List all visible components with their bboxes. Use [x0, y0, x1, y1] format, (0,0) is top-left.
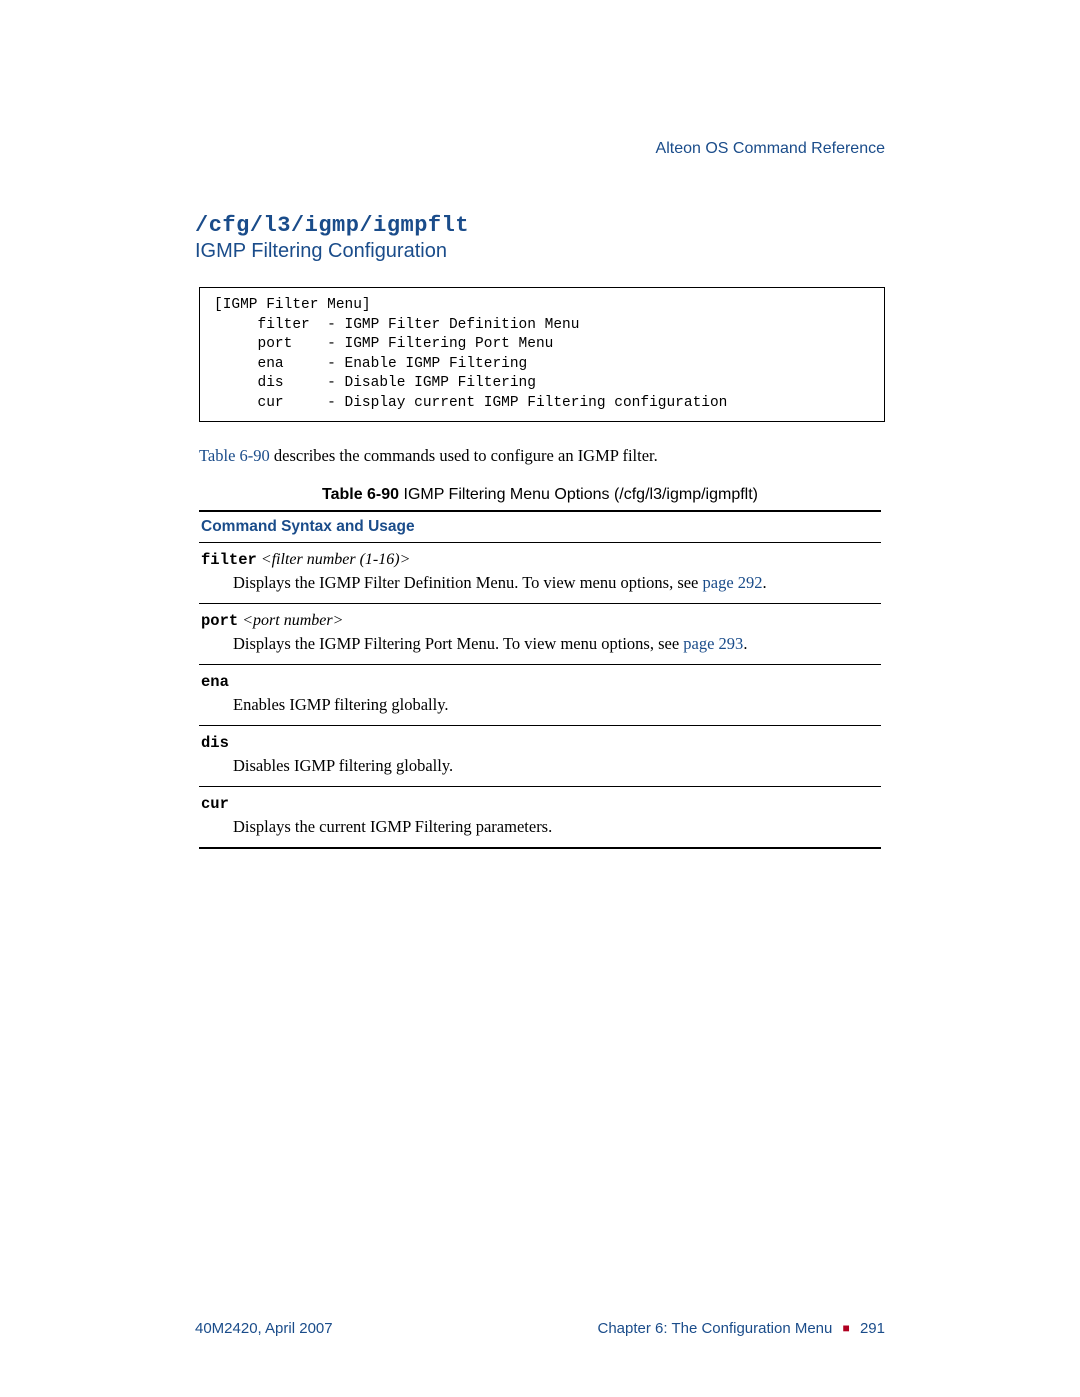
desc-post: .: [763, 573, 767, 592]
table-caption: Table 6-90 IGMP Filtering Menu Options (…: [195, 486, 885, 504]
cmd-syntax: port: [201, 612, 238, 630]
command-path-heading: /cfg/l3/igmp/igmpflt: [195, 213, 885, 238]
cmd-arg: <filter number (1-16)>: [257, 551, 411, 568]
table-caption-title: IGMP Filtering Menu Options (/cfg/l3/igm…: [399, 486, 758, 503]
intro-rest: describes the commands used to configure…: [270, 446, 658, 465]
table-row: port <port number> Displays the IGMP Fil…: [199, 604, 881, 665]
cmd-desc: Enables IGMP filtering globally.: [233, 695, 879, 715]
cmd-syntax: cur: [201, 795, 229, 813]
running-header: Alteon OS Command Reference: [195, 140, 885, 158]
cmd-desc: Displays the current IGMP Filtering para…: [233, 817, 879, 837]
footer-chapter: Chapter 6: The Configuration Menu: [598, 1320, 833, 1337]
cmd-desc: Displays the IGMP Filtering Port Menu. T…: [233, 634, 879, 654]
cli-menu-box: [IGMP Filter Menu] filter - IGMP Filter …: [199, 287, 885, 422]
footer-left: 40M2420, April 2007: [195, 1320, 333, 1337]
table-reference-link[interactable]: Table 6-90: [199, 446, 270, 465]
table-row: dis Disables IGMP filtering globally.: [199, 726, 881, 787]
cmd-arg: <port number>: [238, 612, 343, 629]
table-row: cur Displays the current IGMP Filtering …: [199, 787, 881, 849]
page-link[interactable]: page 292: [703, 573, 763, 592]
cmd-syntax: filter: [201, 551, 257, 569]
cmd-syntax: dis: [201, 734, 229, 752]
page: Alteon OS Command Reference /cfg/l3/igmp…: [0, 0, 1080, 1397]
footer-bullet-icon: ■: [843, 1321, 850, 1335]
command-table: Command Syntax and Usage filter <filter …: [199, 510, 881, 849]
desc-post: .: [743, 634, 747, 653]
column-header: Command Syntax and Usage: [199, 510, 881, 543]
desc-text: Displays the IGMP Filter Definition Menu…: [233, 573, 703, 592]
page-link[interactable]: page 293: [683, 634, 743, 653]
cmd-syntax: ena: [201, 673, 229, 691]
table-row: ena Enables IGMP filtering globally.: [199, 665, 881, 726]
table-caption-label: Table 6-90: [322, 486, 399, 503]
section-subtitle: IGMP Filtering Configuration: [195, 240, 885, 263]
footer-page-number: 291: [860, 1320, 885, 1337]
desc-text: Displays the current IGMP Filtering para…: [233, 817, 552, 836]
desc-text: Disables IGMP filtering globally.: [233, 756, 453, 775]
cmd-desc: Disables IGMP filtering globally.: [233, 756, 879, 776]
table-row: filter <filter number (1-16)> Displays t…: [199, 543, 881, 604]
footer-right: Chapter 6: The Configuration Menu ■ 291: [598, 1320, 886, 1337]
intro-paragraph: Table 6-90 describes the commands used t…: [199, 446, 885, 466]
desc-text: Enables IGMP filtering globally.: [233, 695, 449, 714]
cmd-desc: Displays the IGMP Filter Definition Menu…: [233, 573, 879, 593]
page-footer: 40M2420, April 2007 Chapter 6: The Confi…: [195, 1320, 885, 1337]
desc-text: Displays the IGMP Filtering Port Menu. T…: [233, 634, 683, 653]
